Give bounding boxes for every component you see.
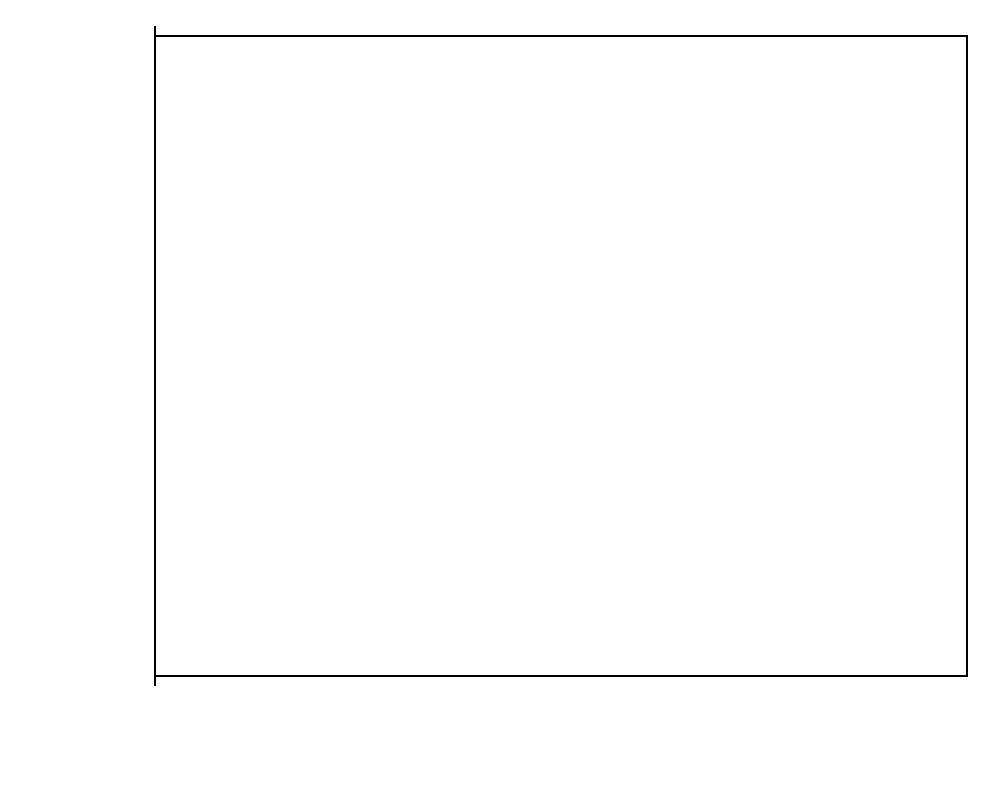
isotherm-chart xyxy=(0,0,1000,785)
chart-svg xyxy=(0,0,1000,785)
chart-background xyxy=(0,0,1000,785)
